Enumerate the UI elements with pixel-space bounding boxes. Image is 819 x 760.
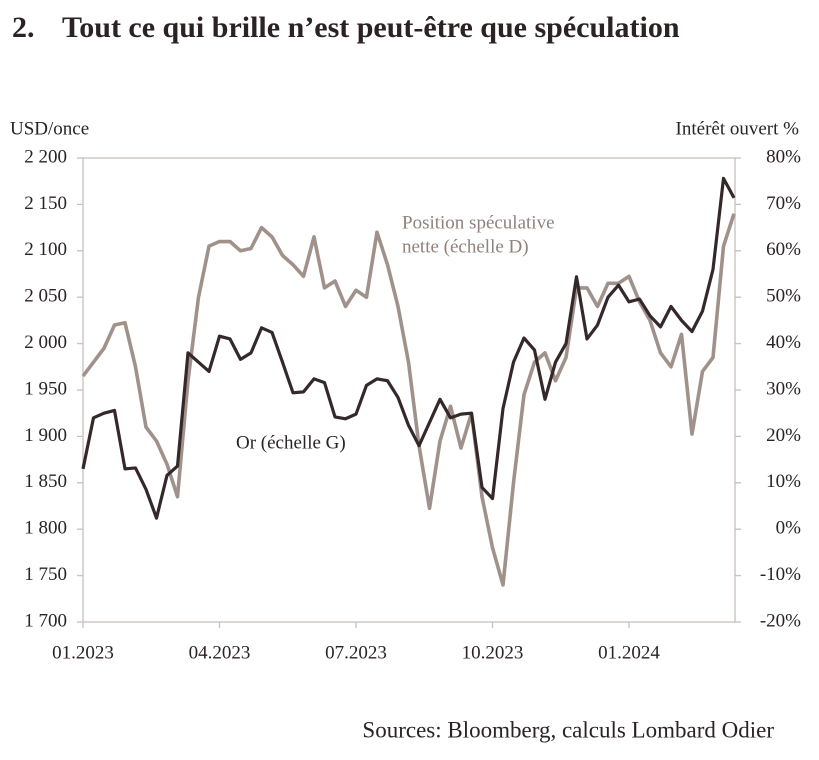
y2-tick-label: 50% (766, 286, 801, 307)
annotation: Or (échelle G) (236, 432, 346, 453)
y2-tick-label: -10% (760, 564, 801, 585)
y2-tick-label: 20% (766, 425, 801, 446)
y2-tick-label: 40% (766, 332, 801, 353)
y2-axis-label: Intérêt ouvert % (676, 118, 800, 139)
y-tick-label: 2 150 (24, 193, 67, 214)
y-tick-label: 1 800 (24, 518, 67, 539)
x-tick-label: 01.2023 (52, 642, 114, 663)
y-tick-label: 2 000 (24, 332, 67, 353)
chart-title-number: 2. (12, 11, 35, 44)
y-tick-label: 2 050 (24, 286, 67, 307)
source: Sources: Bloomberg, calculs Lombard Odie… (362, 717, 774, 742)
y-tick-label: 1 900 (24, 425, 67, 446)
y2-tick-label: 30% (766, 378, 801, 399)
x-tick-label: 04.2023 (189, 642, 251, 663)
y-tick-label: 2 100 (24, 239, 67, 260)
y2-tick-label: 70% (766, 193, 801, 214)
y-tick-label: 2 200 (24, 146, 67, 167)
series-line (81, 213, 736, 587)
chart-title: Tout ce qui brille n’est peut-être que s… (62, 11, 680, 44)
y-tick-label: 1 850 (24, 471, 67, 492)
annotation: Position spéculative (402, 212, 555, 233)
annotation: nette (échelle D) (402, 236, 529, 257)
x-tick-label: 07.2023 (325, 642, 387, 663)
x-tick-label: 10.2023 (462, 642, 524, 663)
y-tick-label: 1 750 (24, 564, 67, 585)
series-line (81, 176, 736, 520)
y2-tick-label: -20% (760, 610, 801, 631)
y-tick-label: 1 700 (24, 610, 67, 631)
y-tick-label: 1 950 (24, 378, 67, 399)
y-axis-label: USD/once (10, 118, 89, 139)
y2-tick-label: 0% (776, 518, 802, 539)
y2-tick-label: 10% (766, 471, 801, 492)
y2-tick-label: 80% (766, 146, 801, 167)
y2-tick-label: 60% (766, 239, 801, 260)
x-tick-label: 01.2024 (598, 642, 660, 663)
